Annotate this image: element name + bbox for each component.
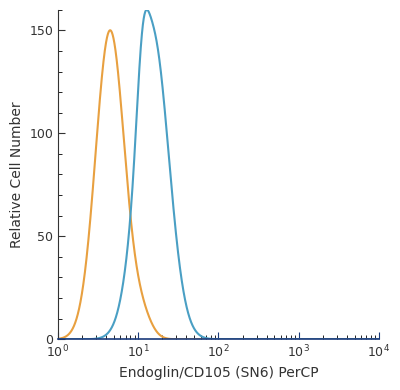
Y-axis label: Relative Cell Number: Relative Cell Number <box>10 101 24 248</box>
X-axis label: Endoglin/CD105 (SN6) PerCP: Endoglin/CD105 (SN6) PerCP <box>118 366 318 380</box>
